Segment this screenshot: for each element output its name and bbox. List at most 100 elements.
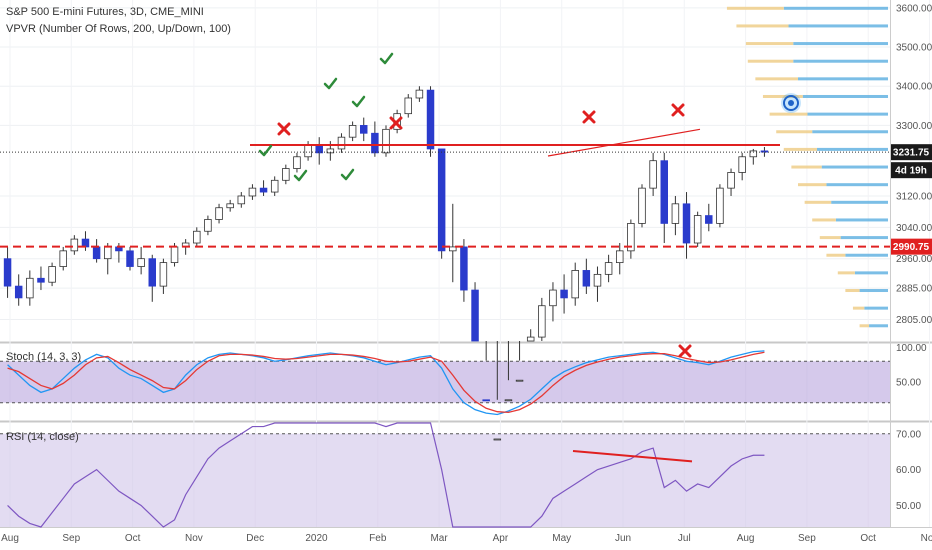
vp-up-bar [831, 200, 888, 204]
vp-up-bar [840, 236, 888, 240]
price-tick-label: 3120.00 [896, 191, 932, 202]
vp-up-bar [864, 306, 888, 310]
time-tick-label: Jul [678, 533, 691, 544]
time-tick-label: Nov [185, 533, 203, 544]
eye-icon [781, 93, 801, 113]
candle-body [738, 156, 746, 173]
candle-body [14, 285, 23, 299]
vp-up-bar [807, 112, 888, 116]
candle-body [693, 215, 702, 244]
red-cross-stroke [671, 103, 685, 117]
vp-down-bar [791, 165, 822, 169]
stoch-indicator [0, 350, 890, 416]
candle-body [37, 277, 45, 283]
red-cross-icon [582, 110, 596, 124]
stoch-tick-label: 50.00 [896, 378, 921, 389]
candle-body [193, 230, 201, 244]
candle-body [449, 246, 457, 252]
axes: 3600.00 3500.00 3400.00 3300.00 3120.00 3040.… [1, 3, 932, 544]
green-check-icon [258, 144, 273, 157]
candle-body [504, 399, 513, 402]
price-tick-label: 2885.00 [896, 284, 932, 295]
vp-down-bar [769, 112, 808, 116]
candle-body [627, 223, 635, 252]
candle-body [26, 277, 34, 299]
candle-body [237, 195, 246, 205]
time-tick-label: Dec [246, 533, 264, 544]
time-tick-label: Sep [798, 533, 816, 544]
candle-body [293, 156, 301, 169]
countdown-tag [891, 162, 932, 179]
candle-body [270, 179, 279, 193]
candle-body [727, 172, 735, 189]
candle-body [716, 187, 724, 224]
drawing-lines [0, 128, 890, 248]
time-tick-label: Jun [615, 533, 631, 544]
countdown-text: 4d 19h [895, 166, 927, 177]
candle-body [616, 250, 624, 264]
support-price-tag [891, 238, 932, 255]
green-check-icon [323, 77, 338, 90]
vp-up-bar [821, 165, 888, 169]
vp-down-bar [776, 130, 813, 134]
candle-body [3, 258, 12, 287]
time-tick-label: Sep [62, 533, 80, 544]
time-tick-label: Nov [921, 533, 932, 544]
vp-up-bar [869, 324, 888, 328]
candle-body [371, 132, 379, 154]
green-check-icon [379, 52, 394, 65]
annotations [258, 52, 801, 358]
rsi-legend[interactable]: RSI (14, close) [6, 431, 79, 443]
green-check-icon [340, 168, 355, 181]
vp-down-bar [837, 271, 855, 275]
rsi-indicator [0, 422, 890, 528]
price-tick-label: 3300.00 [896, 121, 932, 132]
candle-body [59, 250, 67, 267]
candle-body [259, 187, 268, 193]
candle-body [749, 150, 758, 158]
candle-body [126, 250, 134, 267]
vp-down-bar [747, 59, 794, 63]
vp-up-bar [854, 271, 888, 275]
last-price-text: 3231.75 [893, 148, 930, 159]
vp-down-bar [859, 324, 870, 328]
stoch-legend[interactable]: Stoch (14, 3, 3) [6, 351, 81, 363]
vp-up-bar [835, 218, 888, 222]
vp-down-bar [736, 24, 789, 28]
candle-body [705, 215, 713, 224]
vp-down-bar [826, 253, 846, 257]
red-cross-icon [277, 122, 291, 136]
candlestick-series [3, 86, 769, 441]
vp-up-bar [798, 77, 888, 81]
candle-body [571, 270, 579, 299]
rsi-tick-label: 50.00 [896, 501, 921, 512]
price-tick-label: 3040.00 [896, 223, 932, 234]
vp-up-bar [788, 24, 888, 28]
vp-down-bar [819, 236, 841, 240]
vp-down-bar [798, 183, 827, 187]
red-cross-icon [389, 116, 403, 130]
red-cross-stroke [582, 110, 596, 124]
vp-up-bar [826, 183, 888, 187]
time-tick-label: Oct [860, 533, 876, 544]
last-price-tag [891, 144, 932, 161]
candle-body [660, 160, 669, 224]
candle-body [560, 289, 568, 299]
trend-line [547, 128, 701, 157]
rsi-divergence-line [572, 449, 693, 463]
vp-down-bar [804, 200, 832, 204]
chart-title[interactable]: S&P 500 E-mini Futures, 3D, CME_MINI [6, 6, 204, 18]
candle-body [415, 89, 424, 99]
vp-down-bar [812, 218, 836, 222]
candle-body [526, 336, 535, 342]
candle-body [471, 289, 479, 342]
vpvr-legend[interactable]: VPVR (Number Of Rows, 200, Up/Down, 100) [6, 23, 231, 35]
red-cross-icon [671, 103, 685, 117]
vp-down-bar [852, 306, 865, 310]
candle-body [204, 219, 212, 232]
vp-down-bar [745, 42, 794, 46]
candle-body [92, 246, 101, 260]
rsi-tick-label: 60.00 [896, 465, 921, 476]
candle-body [248, 187, 257, 197]
